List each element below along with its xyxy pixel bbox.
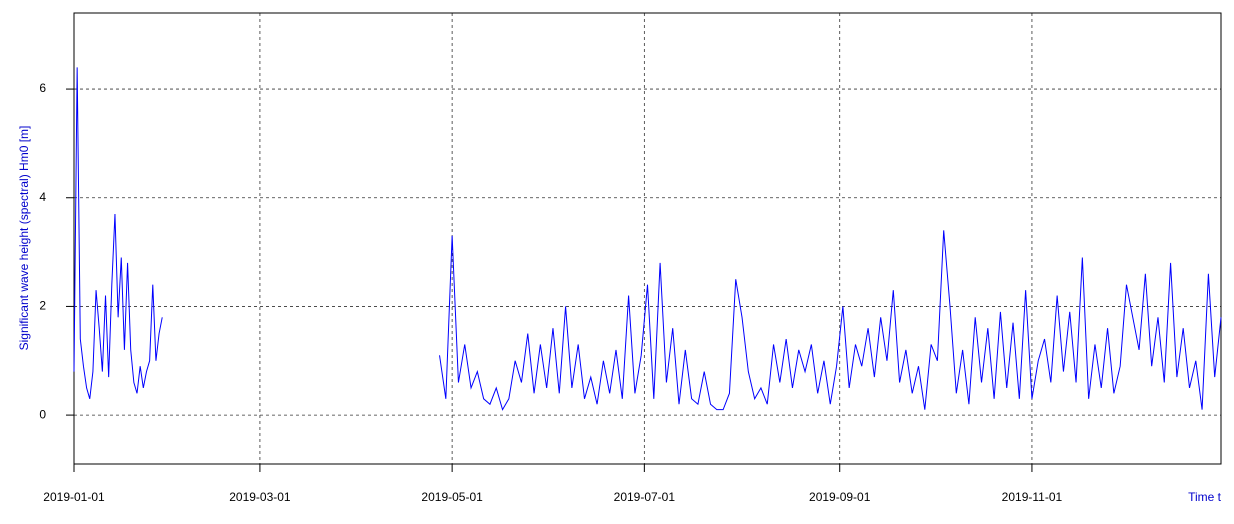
data-line <box>73 67 1222 411</box>
y-tick-label: 0 <box>39 407 46 421</box>
y-tick-label: 6 <box>39 81 46 95</box>
y-tick-label: 4 <box>39 190 46 204</box>
x-tick-label: 2019-11-01 <box>1002 490 1063 504</box>
plot-frame <box>73 12 1222 465</box>
x-axis-label: Time t <box>1188 490 1222 504</box>
x-tick-label: 2019-09-01 <box>809 490 871 504</box>
y-tick-label: 2 <box>39 299 46 313</box>
x-tick-label: 2019-01-01 <box>43 490 105 504</box>
x-tick-label: 2019-03-01 <box>229 490 291 504</box>
y-axis-label: Significant wave height (spectral) Hm0 [… <box>17 126 31 351</box>
x-tick-label: 2019-07-01 <box>614 490 676 504</box>
x-tick-label: 2019-05-01 <box>421 490 483 504</box>
